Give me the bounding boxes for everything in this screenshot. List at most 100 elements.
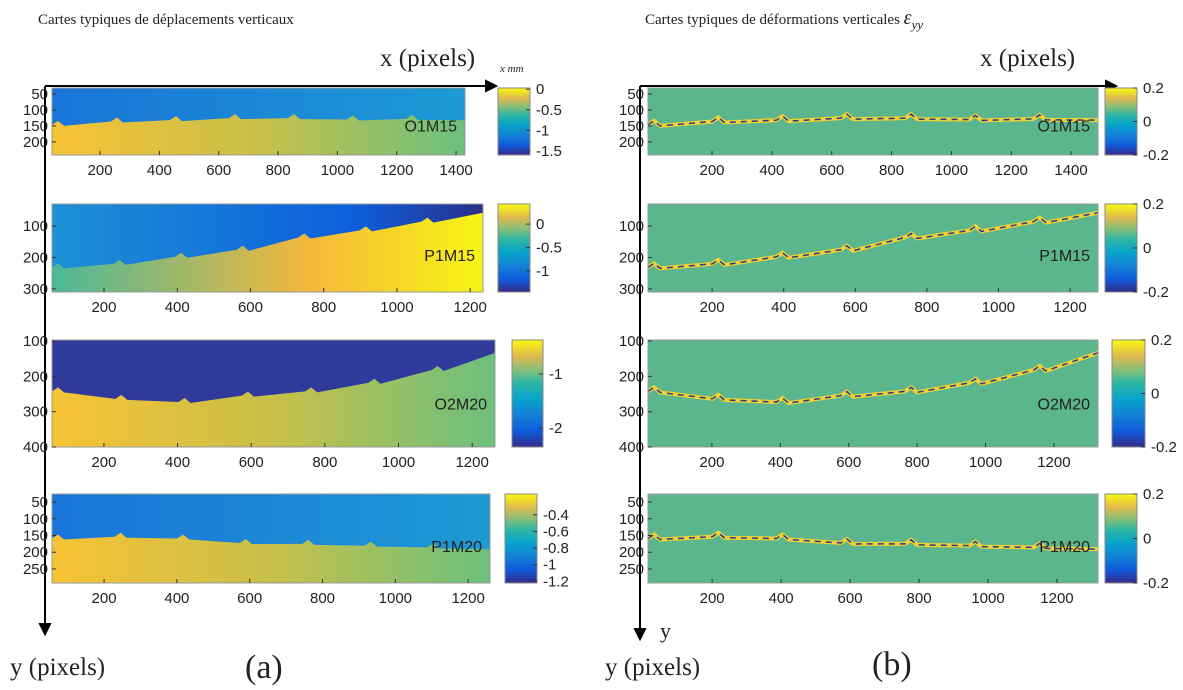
y-tick-label: 50 (627, 494, 644, 511)
plot-frame (647, 339, 1099, 448)
annotation: O2M20 (435, 397, 488, 414)
x-tick-label: 400 (768, 454, 793, 471)
annotation: P1M15 (1039, 248, 1090, 265)
colorbar-tick-label: -0.5 (536, 240, 562, 257)
y-tick-label: 200 (619, 249, 644, 266)
plot-frame (647, 87, 1099, 156)
heatmap: 200 400 600 800 1000 120050100150200250P1M200… (619, 486, 1169, 607)
x-tick-label: 400 (147, 162, 172, 179)
x-tick-label: 1200 (380, 162, 413, 179)
x-tick-label: 800 (310, 590, 335, 607)
heatmap-field (52, 114, 465, 155)
y-tick-label: 400 (619, 439, 644, 456)
title-symbol: ε (904, 7, 912, 29)
annotation: O2M20 (1038, 397, 1091, 414)
x-tick-label: 1000 (380, 299, 413, 316)
y-tick-label: 100 (23, 511, 48, 528)
plot-frame (647, 493, 1099, 584)
colorbar-tick-label: -1 (549, 366, 562, 383)
x-tick-label: 1000 (971, 590, 1004, 607)
annotation: P1M20 (431, 539, 482, 556)
x-tick-label: 800 (312, 454, 337, 471)
title-text: Cartes typiques de déformations vertical… (645, 12, 900, 28)
x-label: x (pixels) (380, 45, 475, 72)
heatmap-field (52, 352, 495, 447)
colorbar (1104, 493, 1138, 584)
y-tick-label: 150 (23, 527, 48, 544)
y-tick-label: 300 (619, 281, 644, 298)
x-tick-label: 600 (239, 454, 264, 471)
y-tick-label: 200 (619, 544, 644, 561)
x-tick-label: 1000 (382, 454, 415, 471)
y-label: y (pixels) (10, 654, 105, 681)
colorbar-tick-label: 0 (1143, 240, 1151, 257)
x-tick-label: 800 (905, 454, 930, 471)
x-tick-label: 200 (699, 454, 724, 471)
x-tick-label: 1200 (1053, 299, 1086, 316)
x-tick-label: 800 (879, 162, 904, 179)
annotation: P1M20 (1039, 539, 1090, 556)
x-tick-label: 1200 (1040, 590, 1073, 607)
colorbar-tick-label: 0.2 (1143, 486, 1164, 503)
heatmap-field (648, 204, 1098, 292)
strain-band (647, 352, 1099, 404)
y-tick-label: 150 (619, 527, 644, 544)
x-tick-label: 200 (91, 454, 116, 471)
colorbar (511, 339, 544, 448)
plot-frame (51, 339, 496, 448)
colorbar-tick-label: -1.5 (536, 143, 562, 160)
y-tick-label: 200 (619, 368, 644, 385)
x-tick-label: 400 (165, 299, 190, 316)
x-tick-label: 200 (88, 162, 113, 179)
x-tick-label: 200 (700, 162, 725, 179)
colorbar-tick-label: 0.2 (1151, 332, 1172, 349)
colorbar-tick-label: 0.2 (1143, 80, 1164, 97)
axes-arrows (38, 79, 1119, 642)
title-right: Cartes typiques de déformations vertical… (645, 7, 923, 32)
y-tick-label: 50 (627, 86, 644, 103)
colorbar-tick-label: 0 (1143, 114, 1151, 131)
plot-frame (51, 493, 491, 584)
x-tick-label: 1000 (379, 590, 412, 607)
colorbar-tick-label: -0.2 (1143, 575, 1169, 592)
title-sub: yy (910, 17, 924, 32)
y-tick-label: 200 (23, 134, 48, 151)
x-tick-label: 400 (164, 590, 189, 607)
heatmap-field (648, 494, 1098, 583)
x-tick-label: 400 (759, 162, 784, 179)
y-tick-label: 200 (23, 368, 48, 385)
annotation: P1M15 (424, 248, 475, 265)
x-tick-label: 200 (92, 590, 117, 607)
heatmap: 200 400 600 800 1000 1200 100 200 300 P1M15 0 -0.5 -… (23, 203, 562, 316)
y-tick-label: 250 (23, 561, 48, 578)
colorbar (1111, 339, 1146, 448)
colorbar (1104, 203, 1138, 293)
y-tick-label: 100 (619, 102, 644, 119)
strain-band (647, 212, 1099, 270)
heatmap: 200 400 600 800 1000 1200 100 200 300 400 O2M20 0.2… (619, 332, 1177, 471)
x-tick-label: 1200 (455, 454, 488, 471)
x-tick-label: 800 (266, 162, 291, 179)
plot-frame (647, 203, 1099, 293)
colorbar (1104, 87, 1138, 156)
colorbar-tick-label: -1.2 (543, 573, 569, 590)
heatmap: 200 400 600 800 1000 1200 140050100150200O1M15… (619, 80, 1169, 179)
colorbar-tick-label: -1 (536, 122, 549, 139)
x-tick-label: 1200 (1037, 454, 1070, 471)
colorbar-tick-label: 0 (536, 216, 544, 233)
colorbar-tick-label: 0 (1143, 531, 1151, 548)
y-tick-label: 150 (619, 118, 644, 135)
x-tick-label: 600 (819, 162, 844, 179)
x-tick-label: 400 (771, 299, 796, 316)
y-tick-label: 300 (619, 404, 644, 421)
colorbar-tick-label: 0.2 (1143, 196, 1164, 213)
y-tick-label: 100 (619, 333, 644, 350)
x-tick-label: 1000 (969, 454, 1002, 471)
y-small: y (660, 618, 671, 643)
colorbar-unit: x mm (499, 63, 524, 75)
x-tick-label: 400 (165, 454, 190, 471)
y-tick-label: 250 (619, 561, 644, 578)
x-tick-label: 600 (836, 454, 861, 471)
y-tick-label: 200 (23, 544, 48, 561)
